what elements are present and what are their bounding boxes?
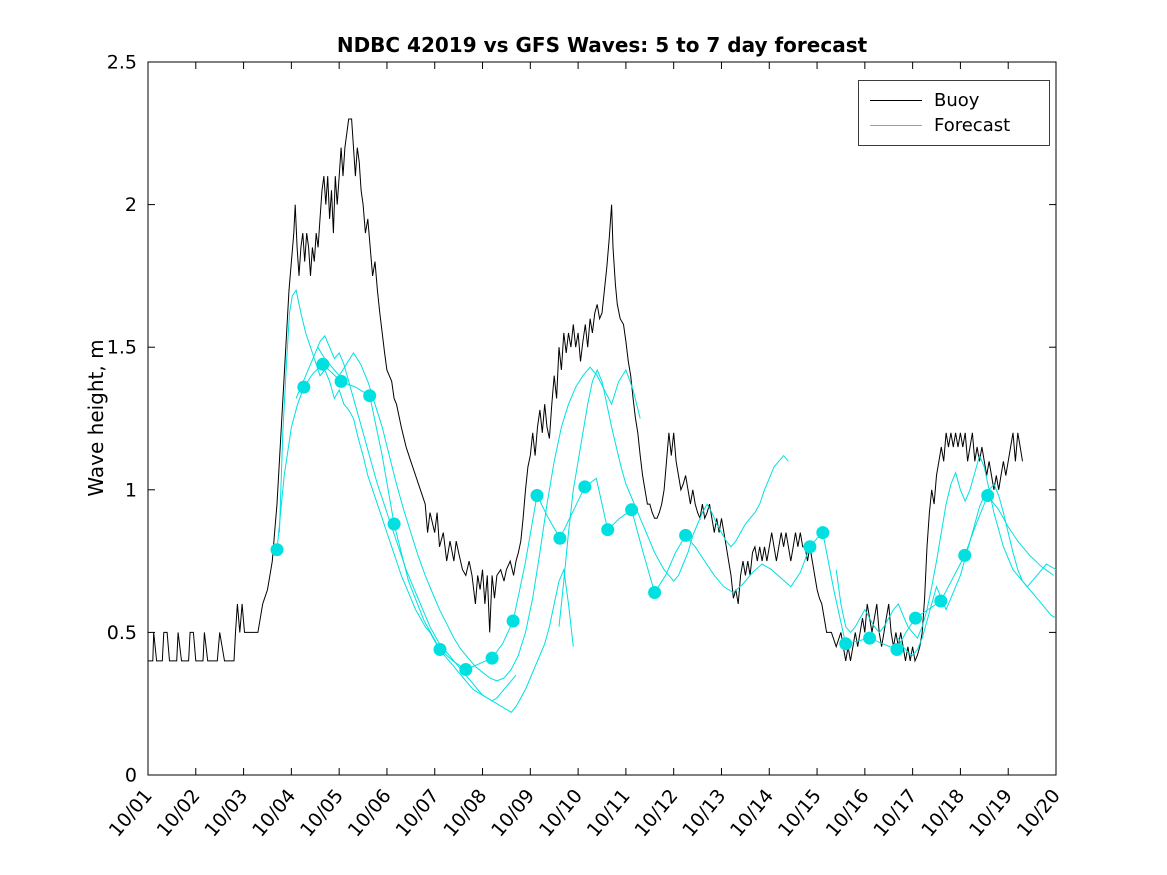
x-tick-label: 10/07 xyxy=(392,785,444,841)
y-axis-label: Wave height, m xyxy=(84,339,108,497)
forecast-marker xyxy=(485,651,499,665)
forecast-marker xyxy=(530,489,544,502)
forecast-marker xyxy=(863,631,877,645)
forecast-marker xyxy=(297,380,311,394)
forecast-marker xyxy=(679,528,693,542)
forecast-marker xyxy=(578,480,592,494)
forecast-line xyxy=(278,288,517,702)
forecast-line xyxy=(897,483,1057,656)
y-tick-label: 1.5 xyxy=(107,337,137,359)
forecast-line xyxy=(276,363,1054,671)
forecast-marker xyxy=(958,548,972,562)
x-tick-label: 10/20 xyxy=(1013,785,1065,841)
x-tick-label: 10/09 xyxy=(487,785,539,841)
forecast-marker xyxy=(506,614,520,628)
x-tick-label: 10/15 xyxy=(774,785,826,841)
legend-entry-buoy: Buoy xyxy=(859,88,1049,113)
forecast-marker xyxy=(839,637,853,651)
forecast-marker xyxy=(981,489,995,502)
x-tick-label: 10/13 xyxy=(678,785,730,841)
y-tick-label: 2 xyxy=(125,194,137,216)
x-tick-label: 10/11 xyxy=(583,785,635,841)
y-tick-label: 0 xyxy=(125,765,137,787)
x-tick-label: 10/04 xyxy=(248,785,300,841)
forecast-marker xyxy=(363,389,377,403)
y-tick-label: 2.5 xyxy=(107,52,137,74)
axes-box xyxy=(147,61,1057,776)
legend-label-forecast: Forecast xyxy=(934,115,1011,136)
forecast-marker xyxy=(433,643,447,656)
x-tick-label: 10/02 xyxy=(153,785,205,841)
legend-entry-forecast: Forecast xyxy=(859,113,1049,138)
x-tick-label: 10/06 xyxy=(344,785,396,841)
forecast-line xyxy=(295,334,574,713)
x-tick-label: 10/05 xyxy=(296,785,348,841)
forecast-line-sample xyxy=(870,125,922,126)
x-tick-label: 10/12 xyxy=(630,785,682,841)
buoy-line xyxy=(148,118,1023,663)
forecast-marker xyxy=(648,586,662,599)
forecast-marker xyxy=(387,517,401,531)
x-tick-label: 10/10 xyxy=(535,785,587,841)
forecast-marker xyxy=(803,540,817,554)
forecast-marker xyxy=(270,543,284,557)
x-tick-label: 10/03 xyxy=(200,785,252,841)
buoy-line-sample xyxy=(870,100,922,101)
forecast-marker xyxy=(316,357,330,371)
forecast-marker xyxy=(334,374,348,388)
x-tick-label: 10/01 xyxy=(105,785,157,841)
forecast-marker xyxy=(601,523,615,537)
x-tick-label: 10/17 xyxy=(869,785,921,841)
legend: Buoy Forecast xyxy=(858,80,1050,146)
forecast-marker xyxy=(890,643,904,656)
legend-label-buoy: Buoy xyxy=(934,90,980,111)
x-tick-label: 10/18 xyxy=(917,785,969,841)
forecast-line xyxy=(835,454,1057,640)
forecast-marker xyxy=(553,531,567,545)
forecast-marker xyxy=(816,526,830,540)
x-tick-label: 10/08 xyxy=(439,785,491,841)
chart-title: NDBC 42019 vs GFS Waves: 5 to 7 day fore… xyxy=(336,33,868,57)
y-tick-label: 1 xyxy=(125,479,137,501)
forecast-marker xyxy=(909,611,922,625)
forecast-marker xyxy=(459,663,473,676)
x-tick-label: 10/16 xyxy=(822,785,874,841)
y-tick-label: 0.5 xyxy=(107,622,137,644)
x-tick-label: 10/14 xyxy=(726,785,778,841)
forecast-marker xyxy=(934,594,948,608)
forecast-marker xyxy=(625,503,639,517)
x-tick-label: 10/19 xyxy=(965,785,1017,841)
forecast-line xyxy=(558,368,789,627)
